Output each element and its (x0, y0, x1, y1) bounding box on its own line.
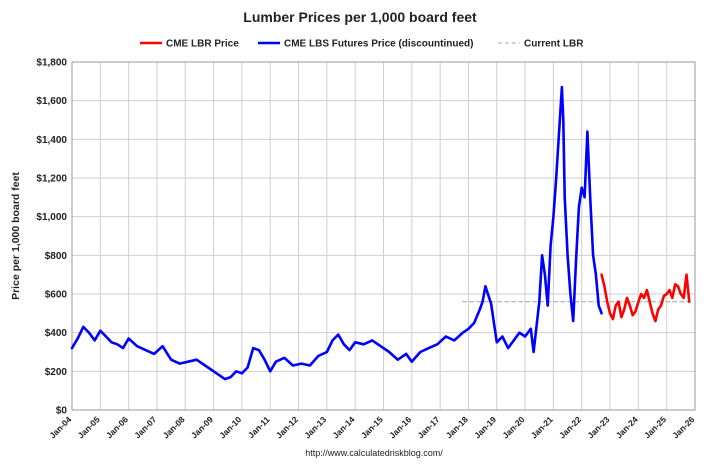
x-tick-label: Jan-08 (161, 414, 187, 440)
x-tick-label: Jan-04 (47, 414, 73, 440)
y-tick-label: $200 (45, 367, 68, 378)
x-tick-label: Jan-05 (76, 414, 102, 440)
y-tick-label: $1,600 (36, 96, 67, 107)
x-axis-ticks: Jan-04 Jan-05 Jan-06 Jan-07 Jan-08 Jan-09 Jan-… (47, 414, 696, 440)
x-tick-label: Jan-15 (359, 414, 385, 440)
series-lines (70, 85, 691, 381)
x-tick-label: Jan-14 (330, 414, 356, 440)
gridlines (71, 61, 696, 411)
x-tick-label: Jan-24 (614, 414, 640, 440)
x-tick-label: Jan-12 (274, 414, 300, 440)
y-tick-label: $1,200 (36, 174, 67, 185)
y-tick-label: $800 (45, 251, 68, 262)
x-tick-label: Jan-13 (302, 414, 328, 440)
x-tick-label: Jan-19 (472, 414, 498, 440)
plot-area-border (71, 61, 696, 411)
legend: CME LBR Price CME LBS Futures Price (disc… (140, 39, 584, 50)
x-tick-label: Jan-25 (642, 414, 668, 440)
x-tick-label: Jan-18 (444, 414, 470, 440)
series-line-1 (70, 85, 603, 381)
x-tick-label: Jan-26 (670, 414, 696, 440)
x-tick-label: Jan-06 (104, 414, 130, 440)
x-tick-label: Jan-11 (246, 414, 272, 440)
x-tick-label: Jan-09 (189, 414, 215, 440)
legend-label: CME LBS Futures Price (discountinued) (284, 39, 473, 50)
x-tick-label: Jan-10 (217, 414, 243, 440)
x-tick-label: Jan-16 (387, 414, 413, 440)
x-tick-label: Jan-22 (557, 414, 583, 440)
y-tick-label: $0 (56, 406, 68, 417)
legend-label: CME LBR Price (166, 39, 239, 50)
y-tick-label: $600 (45, 290, 68, 301)
x-tick-label: Jan-23 (585, 414, 611, 440)
x-tick-label: Jan-21 (529, 414, 555, 440)
x-tick-label: Jan-17 (415, 414, 441, 440)
x-tick-label: Jan-07 (132, 414, 158, 440)
y-tick-label: $400 (45, 328, 68, 339)
chart-title: Lumber Prices per 1,000 board feet (243, 9, 477, 25)
source-url: http://www.calculatedriskblog.com/ (305, 448, 443, 458)
x-tick-label: Jan-20 (500, 414, 526, 440)
y-tick-label: $1,800 (36, 58, 67, 69)
y-tick-label: $1,000 (36, 212, 67, 223)
y-tick-label: $1,400 (36, 135, 67, 146)
legend-label: Current LBR (524, 39, 584, 50)
series-line-0 (600, 273, 691, 323)
y-axis-ticks: $0 $200 $400 $600 $800 $1,000 $1,200 $1,400 $1,6… (36, 58, 67, 417)
y-axis-label: Price per 1,000 board feet (10, 172, 22, 300)
